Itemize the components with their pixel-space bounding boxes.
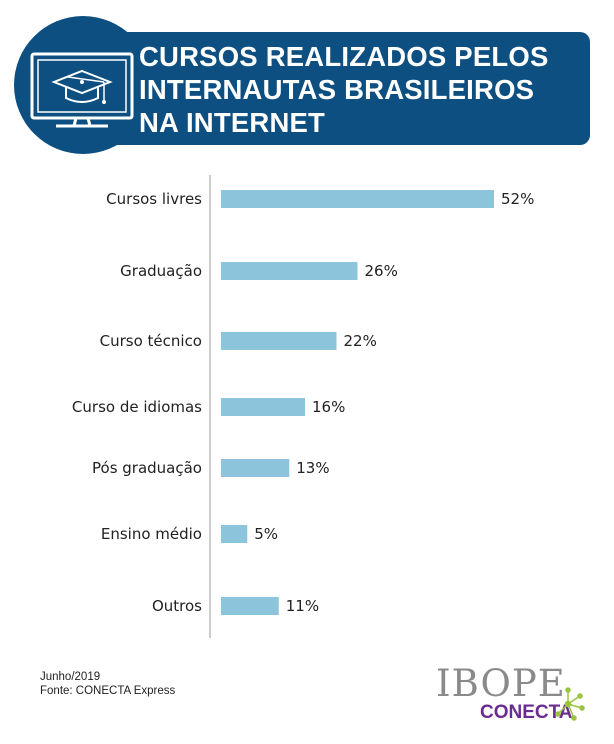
footer: Junho/2019 Fonte: CONECTA Express [40, 670, 175, 698]
bar [221, 597, 279, 615]
category-label: Outros [152, 597, 202, 615]
category-label: Ensino médio [101, 525, 202, 543]
category-label: Graduação [120, 262, 202, 280]
value-label: 22% [344, 332, 377, 350]
title-line-3: NA INTERNET [139, 107, 326, 138]
value-label: 13% [296, 459, 329, 477]
header-badge [14, 16, 152, 154]
ibope-conecta-logo: IBOPE CONECTA [436, 664, 596, 734]
category-label: Curso de idiomas [72, 398, 202, 416]
footer-date: Junho/2019 [40, 671, 101, 683]
bar [221, 525, 248, 543]
value-label: 52% [501, 190, 534, 208]
category-label: Pós graduação [92, 459, 202, 477]
bar [221, 459, 290, 477]
value-label: 26% [365, 262, 398, 280]
category-label: Curso técnico [100, 332, 202, 350]
category-label: Cursos livres [106, 190, 202, 208]
bar [221, 398, 305, 416]
monitor-graduation-cap-icon [30, 52, 134, 128]
logo-ibope-text: IBOPE [436, 662, 566, 705]
logo-conecta-text: CONECTA [480, 702, 573, 723]
bar [221, 262, 358, 280]
value-label: 5% [254, 525, 278, 543]
bar-chart: Cursos livres 52% Graduação 26% Curso técnic… [72, 175, 534, 638]
value-label: 16% [312, 398, 345, 416]
footer-source: Fonte: CONECTA Express [40, 685, 176, 697]
title-line-1: CURSOS REALIZADOS PELOS [139, 41, 549, 72]
title-line-2: INTERNAUTAS BRASILEIROS [139, 74, 535, 105]
spark-icon [555, 687, 585, 721]
value-label: 11% [286, 597, 319, 615]
bar [221, 332, 337, 350]
bar [221, 190, 494, 208]
page-title: CURSOS REALIZADOS PELOS INTERNAUTAS BRAS… [139, 40, 589, 139]
